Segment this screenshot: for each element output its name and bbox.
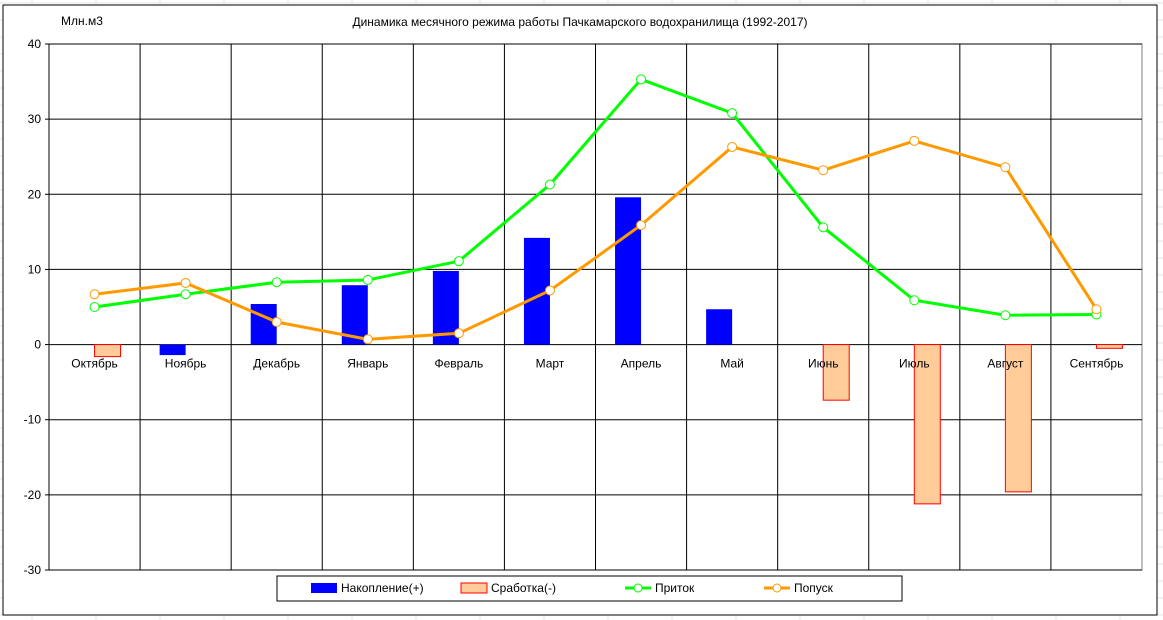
data-point-inflow (180, 289, 191, 300)
legend-box (276, 575, 903, 602)
data-point-release (909, 135, 920, 146)
bar-drawdown (913, 344, 941, 505)
legend-marker (633, 583, 643, 593)
x-tick-label: Декабрь (253, 357, 300, 371)
x-tick-label: Апрель (621, 357, 662, 371)
y-tick-label: -30 (24, 563, 42, 577)
x-tick-label: Февраль (434, 357, 483, 371)
data-point-release (636, 220, 647, 231)
y-tick-label: -10 (24, 413, 42, 427)
bar-drawdown (94, 344, 122, 358)
legend-label: Приток (655, 581, 695, 595)
x-tick-label: Октябрь (71, 357, 118, 371)
x-tick-label: Ноябрь (165, 357, 207, 371)
data-point-inflow (1000, 310, 1011, 321)
legend: Накопление(+) Сработка(-) Приток Попуск (276, 575, 903, 602)
data-point-release (818, 165, 829, 176)
x-tick-label: Июль (899, 357, 930, 371)
data-point-release (1000, 162, 1011, 173)
legend-marker (772, 583, 782, 593)
y-tick-label: 30 (28, 112, 42, 126)
legend-swatch (311, 583, 337, 593)
y-tick-label: -20 (24, 488, 42, 502)
data-point-release (1091, 304, 1102, 315)
y-tick-label: 0 (34, 338, 41, 352)
data-point-release (89, 289, 100, 300)
line-release (94, 139, 1098, 341)
x-tick-label: Июнь (808, 357, 839, 371)
legend-label: Накопление(+) (341, 581, 424, 595)
y-tick-label: 10 (28, 262, 42, 276)
bar-drawdown (1004, 344, 1032, 493)
data-point-release (544, 285, 555, 296)
data-point-release (362, 334, 373, 345)
y-axis-unit-label: Млн.м3 (61, 14, 103, 28)
x-tick-label: Январь (347, 357, 388, 371)
data-point-release (180, 277, 191, 288)
data-point-release (727, 141, 738, 152)
data-point-inflow (636, 74, 647, 85)
bar-accumulation (706, 309, 733, 345)
x-tick-label: Август (987, 357, 1024, 371)
data-point-inflow (818, 222, 829, 233)
plot-area: 40 30 20 10 0 -10 -20 -30 Октябрь Ноябрь Декабрь Ян… (24, 37, 1143, 577)
line-inflow (94, 77, 1097, 317)
data-point-inflow (271, 277, 282, 288)
data-point-inflow (362, 274, 373, 285)
data-point-release (271, 317, 282, 328)
data-point-release (453, 328, 464, 339)
x-tick-label: Март (536, 357, 565, 371)
data-point-inflow (909, 295, 920, 306)
data-point-inflow (453, 256, 464, 267)
legend-swatch (460, 582, 488, 594)
legend-label: Попуск (794, 581, 834, 595)
y-tick-label: 20 (28, 187, 42, 201)
data-point-inflow (544, 179, 555, 190)
data-point-inflow (727, 108, 738, 119)
bar-accumulation (615, 197, 642, 345)
data-point-inflow (89, 302, 100, 312)
bar-accumulation (159, 344, 186, 356)
y-tick-label: 40 (28, 37, 42, 51)
bar-drawdown (822, 344, 850, 401)
chart-title: Динамика месячного режима работы Пачкама… (352, 15, 807, 29)
bar-drawdown (1095, 344, 1123, 349)
x-tick-label: Май (720, 357, 744, 371)
legend-label: Сработка(-) (491, 581, 556, 595)
x-tick-label: Сентябрь (1070, 357, 1124, 371)
